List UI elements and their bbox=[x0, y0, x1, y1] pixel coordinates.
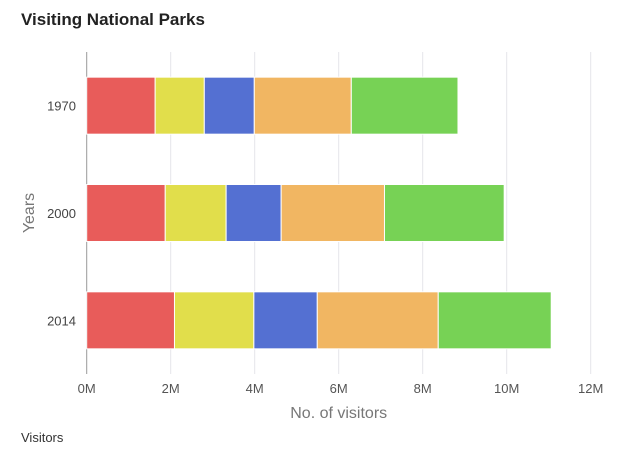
bar-segment-1970-5 bbox=[350, 76, 459, 135]
bar-segment-1970-3 bbox=[203, 76, 255, 135]
y-tick-label: 2014 bbox=[47, 313, 76, 328]
bar-segment-2014-5 bbox=[437, 291, 552, 350]
bar-segment-2000-2 bbox=[164, 184, 227, 242]
bar-segment-2000-5 bbox=[383, 184, 505, 242]
bar-segment-2014-2 bbox=[173, 291, 255, 350]
x-tick-label: 6M bbox=[330, 381, 348, 396]
bar-segment-2014-1 bbox=[86, 291, 175, 350]
x-tick-label: 8M bbox=[414, 381, 432, 396]
footer-label: Visitors bbox=[21, 430, 64, 445]
bar-segment-2014-4 bbox=[316, 291, 439, 350]
bar-segment-1970-1 bbox=[86, 76, 156, 135]
bar-segment-1970-2 bbox=[154, 76, 205, 135]
bar-segment-2014-3 bbox=[253, 291, 318, 350]
chart-title: Visiting National Parks bbox=[21, 10, 205, 29]
x-axis-title: No. of visitors bbox=[290, 405, 387, 422]
bar-segment-2000-1 bbox=[86, 184, 166, 242]
bar-segment-2000-3 bbox=[225, 184, 282, 242]
y-axis-title: Years bbox=[21, 193, 38, 233]
bar-segment-1970-4 bbox=[253, 76, 352, 135]
y-tick-label: 2000 bbox=[47, 206, 76, 221]
x-tick-label: 12M bbox=[578, 381, 603, 396]
y-tick-label: 1970 bbox=[47, 99, 76, 114]
x-tick-label: 0M bbox=[78, 381, 96, 396]
x-tick-label: 4M bbox=[246, 381, 264, 396]
bar-segment-2000-4 bbox=[280, 184, 385, 242]
x-tick-label: 2M bbox=[162, 381, 180, 396]
x-tick-label: 10M bbox=[494, 381, 519, 396]
